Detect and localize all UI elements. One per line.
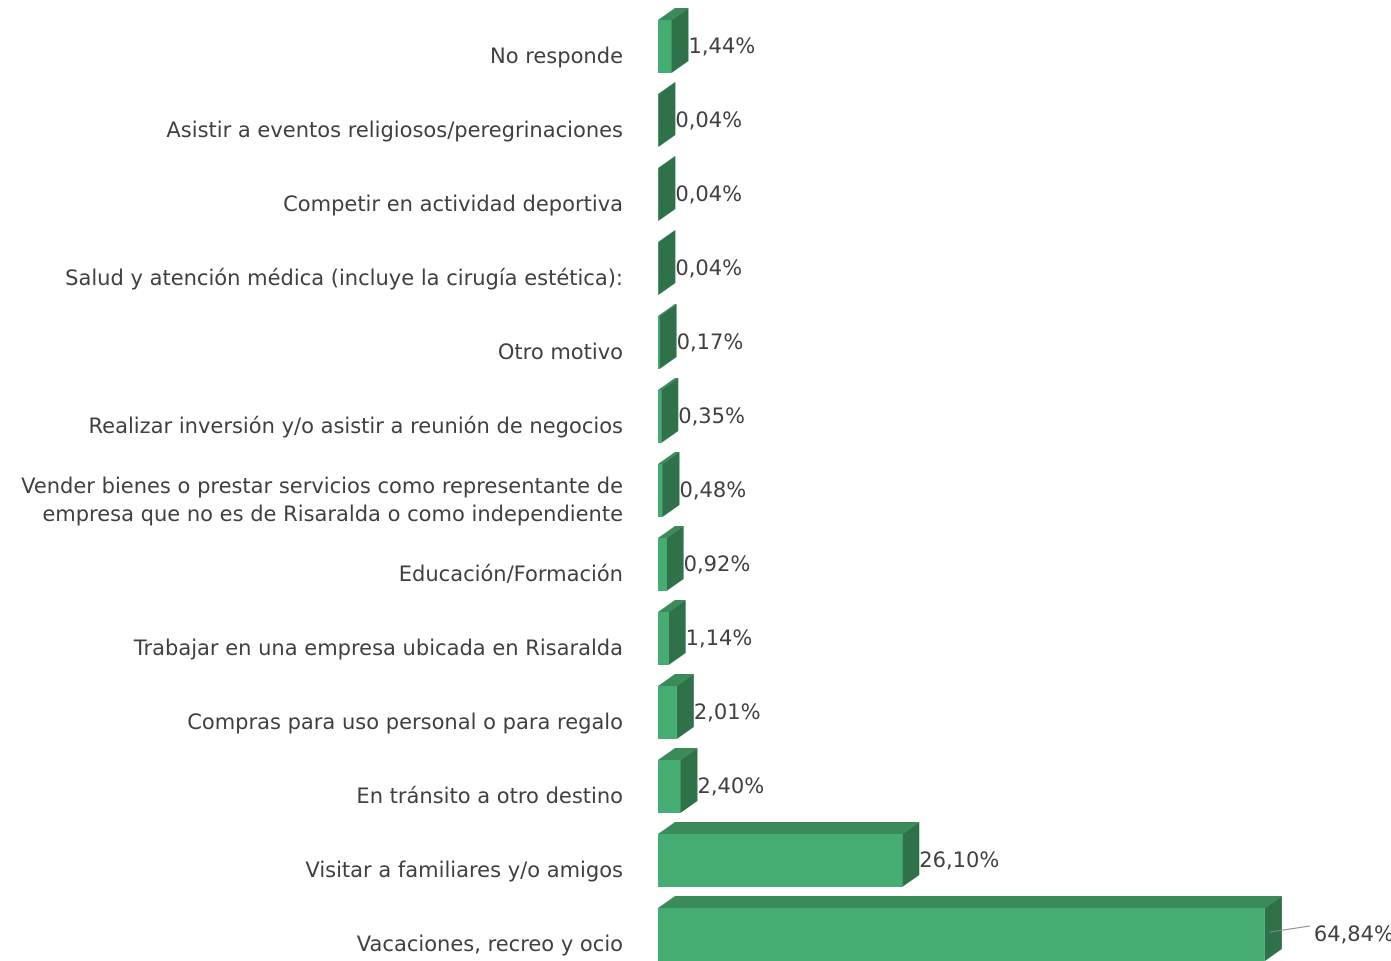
- bar-top: [658, 230, 676, 242]
- bar: [658, 908, 1265, 961]
- bar: [658, 20, 672, 73]
- bar-side: [902, 822, 920, 887]
- category-label: Vacaciones, recreo y ocio: [356, 932, 623, 956]
- bar-side: [658, 156, 676, 221]
- value-label: 26,10%: [919, 848, 999, 872]
- bar-top: [658, 378, 679, 390]
- category-label: Otro motivo: [497, 340, 623, 364]
- category-label: No responde: [489, 44, 623, 68]
- bar-side: [666, 526, 684, 591]
- category-label: Asistir a eventos religiosos/peregrinaci…: [166, 118, 623, 142]
- bar-top: [658, 452, 680, 464]
- value-label: 0,04%: [675, 182, 742, 206]
- bar: [658, 686, 677, 739]
- bar-top: [658, 526, 684, 538]
- bar-top: [658, 896, 1282, 908]
- value-label: 2,01%: [694, 700, 761, 724]
- leader-line: [1269, 925, 1310, 933]
- bar-side: [658, 230, 676, 295]
- bar-top: [658, 822, 920, 834]
- bar-top: [658, 8, 689, 20]
- bar-top: [658, 748, 698, 760]
- bar-top: [658, 304, 677, 316]
- bar-top: [658, 82, 676, 94]
- category-label: Visitar a familiares y/o amigos: [305, 858, 623, 882]
- category-label: En tránsito a otro destino: [356, 784, 623, 808]
- bar-side: [661, 378, 679, 443]
- bar-side: [659, 304, 677, 369]
- value-label: 0,92%: [684, 552, 751, 576]
- value-label: 0,04%: [675, 256, 742, 280]
- bar-side: [680, 748, 698, 813]
- bar: [658, 464, 663, 517]
- category-label: Realizar inversión y/o asistir a reunión…: [88, 414, 623, 438]
- bar-side: [668, 600, 686, 665]
- category-label: Competir en actividad deportiva: [283, 192, 623, 216]
- bar-top: [658, 674, 694, 686]
- category-label: Vender bienes o prestar servicios como r…: [21, 474, 623, 526]
- category-label: Educación/Formación: [398, 562, 623, 586]
- bar: [658, 538, 667, 591]
- category-label: Compras para uso personal o para regalo: [187, 710, 623, 734]
- value-label: 1,14%: [686, 626, 753, 650]
- value-label: 64,84%: [1314, 922, 1391, 946]
- value-label: 0,35%: [678, 404, 745, 428]
- bar: [658, 316, 660, 369]
- value-label: 2,40%: [697, 774, 764, 798]
- bar-side: [658, 82, 676, 147]
- bar-side: [676, 674, 694, 739]
- bar-side: [1264, 896, 1282, 961]
- bar: [658, 390, 662, 443]
- bar: [658, 612, 669, 665]
- value-label: 0,17%: [677, 330, 744, 354]
- value-label: 1,44%: [688, 34, 755, 58]
- bar-top: [658, 600, 686, 612]
- category-label: Trabajar en una empresa ubicada en Risar…: [133, 636, 623, 660]
- bar: [658, 834, 903, 887]
- value-label: 0,04%: [675, 108, 742, 132]
- category-label: Salud y atención médica (incluye la ciru…: [65, 266, 623, 290]
- bar-side: [671, 8, 689, 73]
- bar-side: [662, 452, 680, 517]
- bar-top: [658, 156, 676, 168]
- bar: [658, 760, 681, 813]
- value-label: 0,48%: [679, 478, 746, 502]
